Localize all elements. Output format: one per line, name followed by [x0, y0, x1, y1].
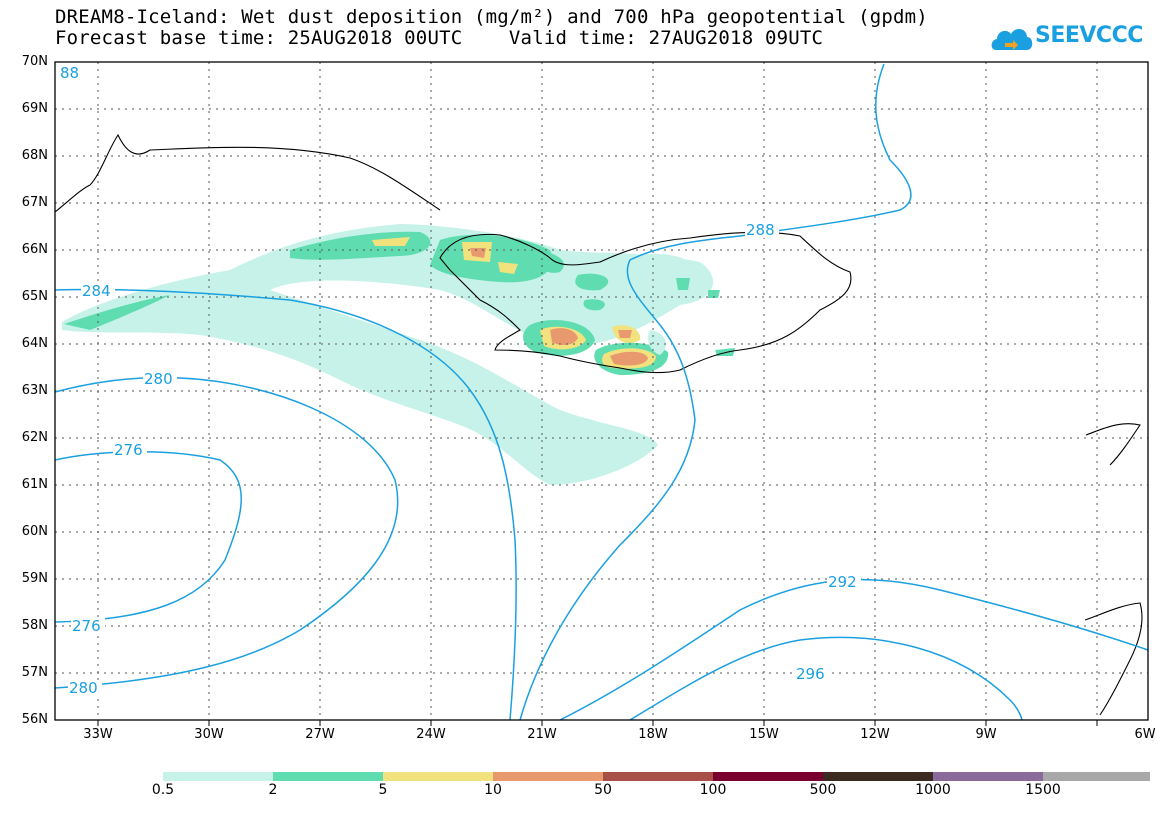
lat-label: 70N [21, 54, 48, 69]
lon-label: 27W [305, 727, 335, 742]
colorbar-label: 50 [594, 782, 612, 798]
lon-label: 6W [1134, 727, 1156, 742]
colorbar-swatch [713, 772, 823, 781]
logo-text: SEEVCCC [1035, 23, 1143, 48]
contour-label: 288 [746, 221, 775, 239]
lat-label: 64N [21, 336, 48, 351]
colorbar-label: 1500 [1025, 782, 1061, 798]
colorbar-swatch [933, 772, 1043, 781]
colorbar-label: 10 [484, 782, 502, 798]
map-subtitle: Forecast base time: 25AUG2018 00UTC Vali… [55, 27, 824, 49]
colorbar-label: 2 [268, 782, 278, 798]
lat-label: 56N [21, 712, 48, 727]
colorbar-label: 1000 [915, 782, 951, 798]
lat-label: 65N [21, 289, 48, 304]
colorbar-label: 100 [699, 782, 727, 798]
lon-label: 9W [975, 727, 997, 742]
colorbar-swatch [493, 772, 603, 781]
coastlines [54, 133, 1143, 716]
lon-label: 30W [194, 727, 224, 742]
colorbar-label: 5 [378, 782, 388, 798]
colorbar-label: 500 [809, 782, 837, 798]
lat-label: 63N [21, 383, 48, 398]
lat-label: 66N [21, 242, 48, 257]
lon-label: 21W [527, 727, 557, 742]
colorbar-swatch [383, 772, 493, 781]
contour-label: 280 [69, 679, 98, 697]
lat-label: 57N [21, 665, 48, 680]
lon-label: 18W [638, 727, 668, 742]
map-frame [54, 61, 1149, 721]
colorbar-swatch [163, 772, 273, 781]
seevccc-logo-icon [991, 28, 1033, 50]
lon-label: 24W [416, 727, 446, 742]
colorbar [163, 772, 1150, 781]
colorbar-swatch [1043, 772, 1150, 781]
lon-label: 33W [83, 727, 113, 742]
geopotential-contours [54, 63, 1149, 721]
contour-label: 280 [144, 370, 173, 388]
lat-label: 68N [21, 148, 48, 163]
contour-label: 284 [82, 282, 111, 300]
contour-label: 296 [796, 665, 825, 683]
colorbar-swatch [603, 772, 713, 781]
lat-label: 69N [21, 101, 48, 116]
lat-label: 67N [21, 195, 48, 210]
contour-labels: 88 284 280 276 276 280 288 292 296 [58, 64, 861, 697]
lon-label: 15W [749, 727, 779, 742]
contour-label: 276 [72, 617, 101, 635]
lat-label: 60N [21, 524, 48, 539]
map-title: DREAM8-Iceland: Wet dust deposition (mg/… [55, 6, 928, 28]
lat-label: 61N [21, 477, 48, 492]
lat-label: 62N [21, 430, 48, 445]
colorbar-label: 0.5 [151, 782, 175, 798]
colorbar-swatch [273, 772, 383, 781]
dust-deposition-shading [62, 224, 735, 485]
lat-label: 59N [21, 571, 48, 586]
lat-label: 58N [21, 618, 48, 633]
contour-label: 276 [114, 441, 143, 459]
graticule [55, 62, 1148, 720]
lon-label: 12W [860, 727, 890, 742]
contour-label: 88 [60, 64, 79, 82]
contour-label: 292 [828, 573, 857, 591]
frame-ticks [97, 720, 1098, 726]
colorbar-swatch [823, 772, 933, 781]
